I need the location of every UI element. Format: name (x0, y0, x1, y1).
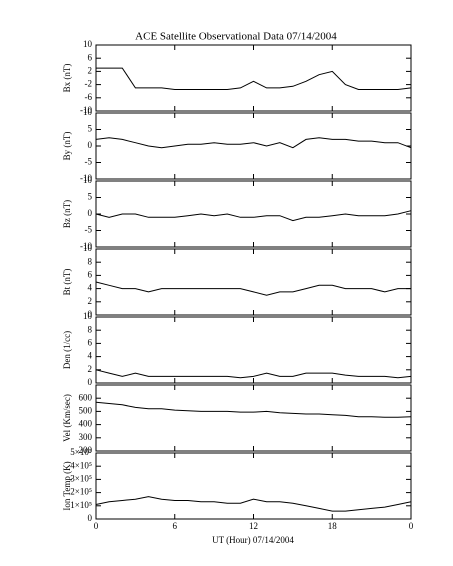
y-tick-label: 200 (79, 445, 93, 455)
data-line (95, 369, 412, 379)
y-tick-label: 10 (83, 311, 93, 321)
y-tick-label: 4 (88, 283, 93, 293)
y-tick-label: 5×10⁵ (70, 447, 92, 457)
y-tick-label: -2 (85, 79, 93, 89)
y-tick-label: 0 (88, 140, 93, 150)
y-tick-label: -6 (85, 92, 93, 102)
panel-frame (95, 180, 412, 248)
y-tick-label: 4×10⁵ (70, 460, 92, 470)
x-tick-label: 0 (94, 521, 99, 531)
y-tick-label: 10 (83, 175, 93, 185)
y-tick-label: 10 (83, 107, 93, 117)
y-tick-label: -5 (85, 225, 93, 235)
y-axis-label: Den (1/cc) (62, 331, 72, 369)
y-tick-label: 3×10⁵ (70, 473, 92, 483)
y-tick-label: -5 (85, 157, 93, 167)
x-tick-label: 0 (409, 521, 414, 531)
y-tick-label: 2 (88, 364, 93, 374)
panel-frame (95, 384, 412, 452)
y-tick-label: 6 (88, 337, 93, 347)
y-tick-label: 10 (83, 39, 93, 49)
y-tick-label: -10 (80, 241, 92, 251)
x-tick-label: 6 (173, 521, 178, 531)
y-axis-label: Bt (nT) (62, 269, 72, 296)
y-tick-label: 6 (88, 52, 93, 62)
panel-frame (95, 248, 412, 316)
y-tick-label: 5 (88, 192, 93, 202)
y-tick-label: 0 (88, 309, 93, 319)
x-axis-label: UT (Hour) 07/14/2004 (212, 535, 294, 545)
y-tick-label: 5 (88, 124, 93, 134)
y-tick-label: 500 (79, 405, 93, 415)
data-line (96, 67, 412, 90)
y-tick-label: 1×10⁵ (70, 500, 92, 510)
y-tick-label: 8 (88, 324, 93, 334)
data-line (95, 281, 411, 296)
y-axis-label: Bz (nT) (62, 200, 72, 228)
y-tick-label: -10 (80, 173, 92, 183)
y-tick-label: 0 (88, 208, 93, 218)
y-tick-label: 400 (79, 419, 93, 429)
data-line (95, 210, 412, 222)
panel-frame (95, 112, 412, 180)
x-tick-label: 12 (249, 521, 258, 531)
y-axis-label: Vel (Km/sec) (62, 394, 72, 442)
y-tick-label: 300 (79, 432, 93, 442)
panel-frame (95, 316, 412, 384)
x-tick-label: 18 (328, 521, 338, 531)
y-tick-label: 2 (88, 65, 93, 75)
y-axis-label: Bx (nT) (62, 64, 72, 93)
data-line (95, 137, 412, 149)
y-tick-label: -10 (80, 105, 92, 115)
y-tick-label: 600 (79, 392, 93, 402)
y-tick-label: 8 (88, 256, 93, 266)
y-axis-label: Ion Temp (K) (62, 461, 72, 510)
panel-frame (95, 44, 412, 112)
y-tick-label: 6 (88, 269, 93, 279)
y-tick-label: 0 (88, 513, 93, 523)
data-line (95, 496, 412, 512)
y-tick-label: 4 (88, 351, 93, 361)
chart-title: ACE Satellite Observational Data 07/14/2… (135, 31, 337, 43)
y-axis-label: By (nT) (62, 132, 72, 161)
y-tick-label: 2×10⁵ (70, 487, 92, 497)
data-line (95, 401, 412, 418)
y-tick-label: 10 (83, 243, 93, 253)
y-tick-label: 2 (88, 296, 93, 306)
y-tick-label: 0 (88, 377, 93, 387)
